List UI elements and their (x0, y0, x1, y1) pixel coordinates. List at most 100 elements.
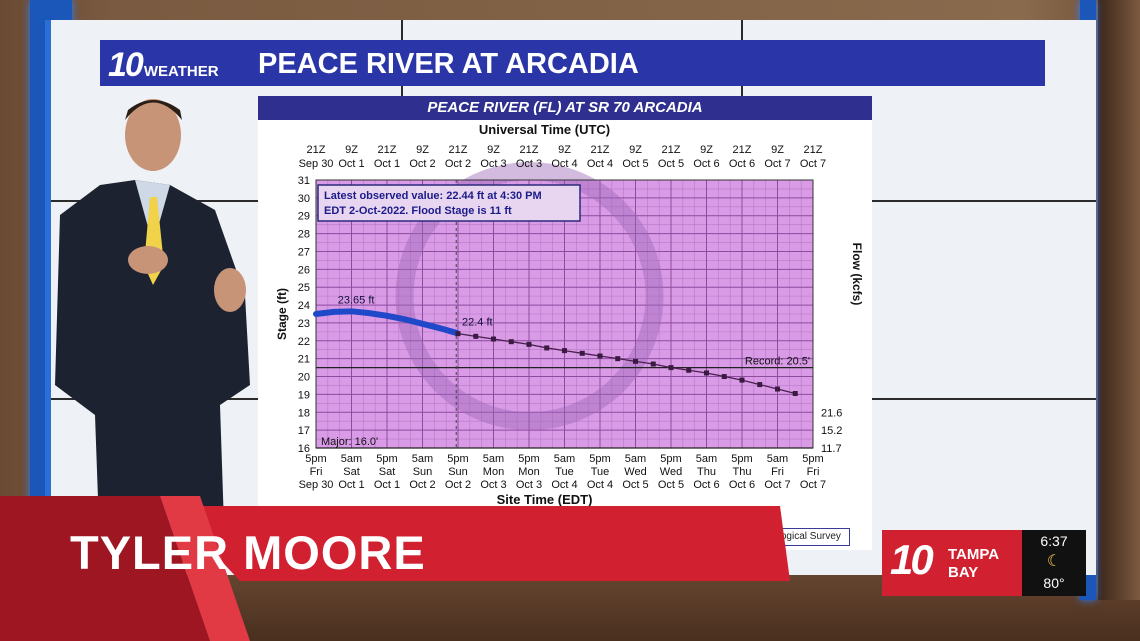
forecast-point (668, 365, 674, 371)
bottom-tick-label: 5pm (731, 453, 752, 465)
forecast-point (757, 382, 763, 388)
bottom-tick-label: 5am (767, 453, 788, 465)
y-tick-label: 16 (298, 443, 310, 455)
forecast-point (526, 341, 532, 347)
bottom-tick-label: Oct 1 (374, 479, 400, 491)
forecast-point (597, 353, 603, 359)
bottom-tick-label: Oct 3 (480, 479, 506, 491)
hydrograph-chart: 16 17 18 19 20 21 22 23 24 25 26 27 28 29 30 31 21.6 15.2… (275, 122, 864, 507)
top-tick-label: 9Z (487, 144, 500, 156)
bottom-tick-label: Wed (660, 466, 682, 478)
bottom-tick-label: 5am (554, 453, 575, 465)
bottom-tick-label: 5pm (376, 453, 397, 465)
bottom-tick-label: Fri (310, 466, 323, 478)
info-box (317, 184, 581, 222)
clock-time: 6:37 (1040, 533, 1068, 549)
bottom-tick-label: Oct 7 (800, 479, 826, 491)
top-tick-label: 21Z (449, 144, 468, 156)
bottom-tick-label: Fri (771, 466, 784, 478)
top-tick-label: Oct 6 (693, 158, 719, 170)
forecast-point (615, 356, 621, 362)
bottom-tick-label: 5am (625, 453, 646, 465)
bottom-tick-label: Oct 4 (551, 479, 577, 491)
y2-tick-label: 11.7 (821, 443, 842, 455)
y-tick-label: 18 (298, 407, 310, 419)
y-tick-label: 23 (298, 318, 310, 330)
station-logo-line1: TAMPA (948, 546, 1000, 563)
bottom-tick-label: 5am (412, 453, 433, 465)
y2-axis-label: Flow (kcfs) (850, 243, 864, 306)
top-tick-label: 9Z (629, 144, 642, 156)
presenter-name: TYLER MOORE (70, 526, 426, 579)
bottom-tick-label: Mon (483, 466, 504, 478)
forecast-point (721, 374, 727, 380)
value-annotation: 23.65 ft (338, 294, 375, 306)
y-tick-label: 31 (298, 175, 310, 187)
y-tick-label: 26 (298, 264, 310, 276)
y-tick-label: 25 (298, 282, 310, 294)
info-text: EDT 2-Oct-2022. Flood Stage is 11 ft (324, 205, 512, 217)
bottom-tick-label: Sat (379, 466, 396, 478)
y-tick-label: 29 (298, 211, 310, 223)
noaa-watermark (395, 162, 664, 431)
top-tick-label: Oct 4 (551, 158, 577, 170)
bottom-tick-label: Oct 1 (338, 479, 364, 491)
top-tick-label: Oct 3 (516, 158, 542, 170)
bottom-tick-label: Tue (591, 466, 610, 478)
top-tick-label: Oct 5 (622, 158, 648, 170)
bottom-tick-label: Oct 2 (409, 479, 435, 491)
bottom-tick-label: Oct 5 (658, 479, 684, 491)
presenter-figure (55, 99, 250, 565)
bottom-tick-label: 5pm (660, 453, 681, 465)
bottom-axis-label: Site Time (EDT) (497, 492, 593, 507)
top-tick-label: Oct 1 (374, 158, 400, 170)
bottom-tick-label: Oct 5 (622, 479, 648, 491)
bottom-tick-label: 5am (341, 453, 362, 465)
weather-brand-logo: 10 WEATHER (108, 46, 219, 85)
bottom-tick-label: Wed (624, 466, 646, 478)
bottom-tick-label: Oct 6 (693, 479, 719, 491)
bottom-tick-label: Oct 7 (764, 479, 790, 491)
top-tick-label: 21Z (733, 144, 752, 156)
bottom-tick-label: Sep 30 (299, 479, 334, 491)
y-tick-label: 19 (298, 389, 310, 401)
forecast-point (775, 386, 780, 392)
station-logo-number: 10 (890, 536, 934, 583)
y2-tick-label: 15.2 (821, 425, 842, 437)
top-tick-label: Oct 1 (338, 158, 364, 170)
forecast-point (650, 361, 656, 367)
forecast-point (491, 336, 496, 342)
y-tick-label: 28 (298, 229, 310, 241)
forecast-point (792, 391, 798, 397)
forecast-point (579, 350, 585, 356)
top-tick-label: 21Z (804, 144, 823, 156)
y-tick-label: 20 (298, 372, 310, 384)
y-tick-label: 21 (298, 354, 310, 366)
top-tick-label: 21Z (591, 144, 610, 156)
bottom-tick-label: 5pm (518, 453, 539, 465)
y-axis-label: Stage (ft) (275, 288, 289, 340)
top-tick-label: 9Z (558, 144, 571, 156)
top-tick-label: Oct 5 (658, 158, 684, 170)
top-tick-label: 21Z (378, 144, 397, 156)
forecast-point (686, 367, 692, 373)
bottom-tick-label: 5pm (802, 453, 823, 465)
y-tick-label: 30 (298, 193, 310, 205)
brand-number: 10 (108, 46, 144, 84)
top-tick-label: 9Z (345, 144, 358, 156)
top-tick-label: Sep 30 (299, 158, 334, 170)
station-logo: 10 TAMPA BAY (882, 530, 1022, 596)
y-tick-label: 27 (298, 246, 310, 258)
bottom-tick-label: Mon (518, 466, 539, 478)
forecast-point (562, 348, 567, 354)
moon-icon: ☾ (1046, 553, 1062, 570)
top-tick-label: Oct 2 (409, 158, 435, 170)
top-tick-label: Oct 7 (800, 158, 826, 170)
forecast-point (739, 377, 745, 383)
forecast-point (455, 331, 461, 337)
top-tick-label: 9Z (771, 144, 784, 156)
threshold-label: Major: 16.0' (321, 436, 378, 448)
top-tick-label: 21Z (662, 144, 681, 156)
bottom-tick-label: Oct 4 (587, 479, 613, 491)
station-logo-line2: BAY (948, 564, 979, 581)
